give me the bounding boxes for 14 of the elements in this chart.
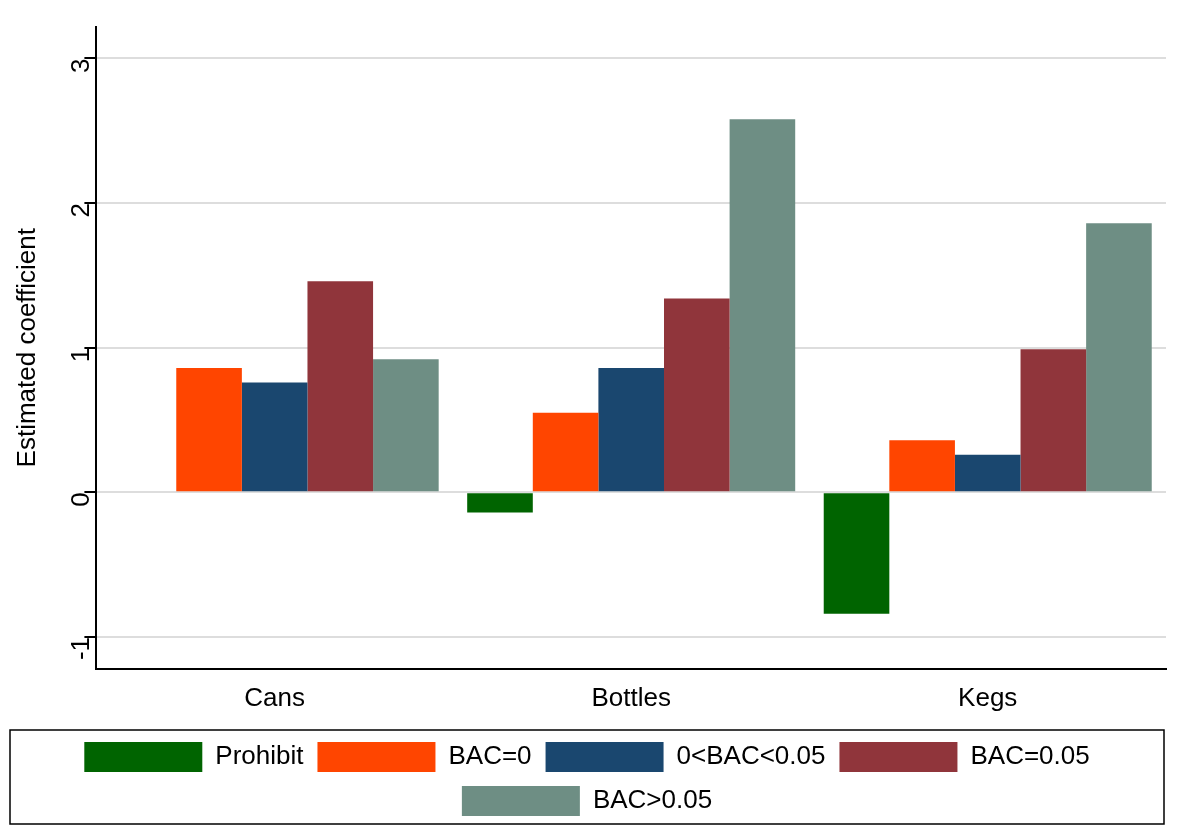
x-tick-label: Kegs: [958, 681, 1018, 712]
y-tick-label: 2: [64, 203, 95, 218]
y-tick-label: 0: [64, 492, 95, 507]
legend-label: BAC=0.05: [970, 740, 1090, 771]
x-tick-label: Cans: [244, 681, 306, 712]
legend-label: BAC>0.05: [592, 784, 713, 815]
y-tick-label: 3: [64, 58, 95, 73]
legend-label: Prohibit: [215, 740, 305, 771]
y-tick-label: -1: [64, 636, 95, 661]
legend-label: 0<BAC<0.05: [676, 740, 826, 771]
legend-label: BAC=0: [448, 740, 532, 771]
y-axis-title: Estimated coefficient: [10, 227, 41, 468]
x-tick-label: Bottles: [591, 681, 671, 712]
y-tick-label: 1: [64, 347, 95, 363]
